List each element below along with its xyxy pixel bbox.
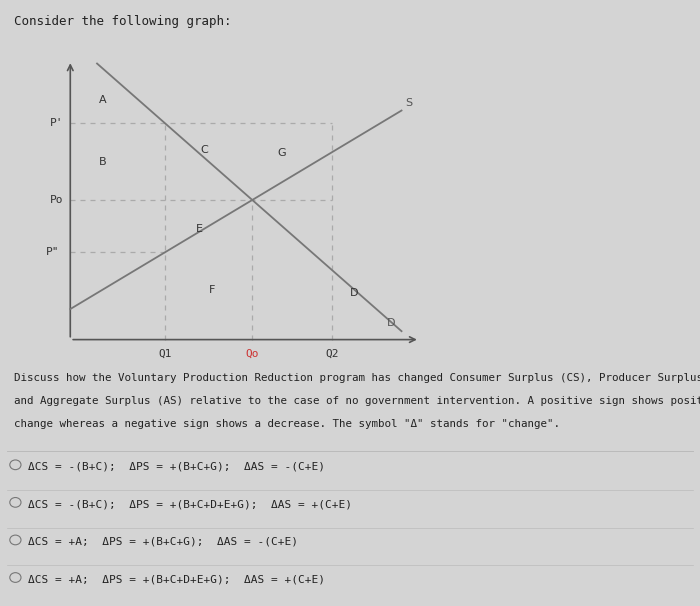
Text: F: F xyxy=(209,285,216,295)
Text: Discuss how the Voluntary Production Reduction program has changed Consumer Surp: Discuss how the Voluntary Production Red… xyxy=(14,373,700,383)
Text: ΔCS = -(B+C);  ΔPS = +(B+C+D+E+G);  ΔAS = +(C+E): ΔCS = -(B+C); ΔPS = +(B+C+D+E+G); ΔAS = … xyxy=(28,499,352,510)
Text: E: E xyxy=(197,224,204,234)
Text: S: S xyxy=(405,98,412,108)
Text: C: C xyxy=(200,145,208,155)
Text: and Aggregate Surplus (AS) relative to the case of no government intervention. A: and Aggregate Surplus (AS) relative to t… xyxy=(14,396,700,406)
Text: P": P" xyxy=(46,247,60,258)
Text: Q2: Q2 xyxy=(326,348,339,359)
Text: Po: Po xyxy=(50,195,63,205)
Text: D: D xyxy=(350,288,358,298)
Text: Q1: Q1 xyxy=(158,348,172,359)
Text: A: A xyxy=(99,96,107,105)
Text: D: D xyxy=(387,318,395,328)
Text: Qo: Qo xyxy=(246,348,259,359)
Text: B: B xyxy=(99,156,107,167)
Text: ΔCS = -(B+C);  ΔPS = +(B+C+G);  ΔAS = -(C+E): ΔCS = -(B+C); ΔPS = +(B+C+G); ΔAS = -(C+… xyxy=(28,462,325,472)
Text: Consider the following graph:: Consider the following graph: xyxy=(14,15,232,28)
Text: change whereas a negative sign shows a decrease. The symbol "Δ" stands for "chan: change whereas a negative sign shows a d… xyxy=(14,419,560,429)
Text: ΔCS = +A;  ΔPS = +(B+C+G);  ΔAS = -(C+E): ΔCS = +A; ΔPS = +(B+C+G); ΔAS = -(C+E) xyxy=(28,537,298,547)
Text: P': P' xyxy=(50,118,63,128)
Text: G: G xyxy=(277,148,286,158)
Text: ΔCS = +A;  ΔPS = +(B+C+D+E+G);  ΔAS = +(C+E): ΔCS = +A; ΔPS = +(B+C+D+E+G); ΔAS = +(C+… xyxy=(28,574,325,585)
